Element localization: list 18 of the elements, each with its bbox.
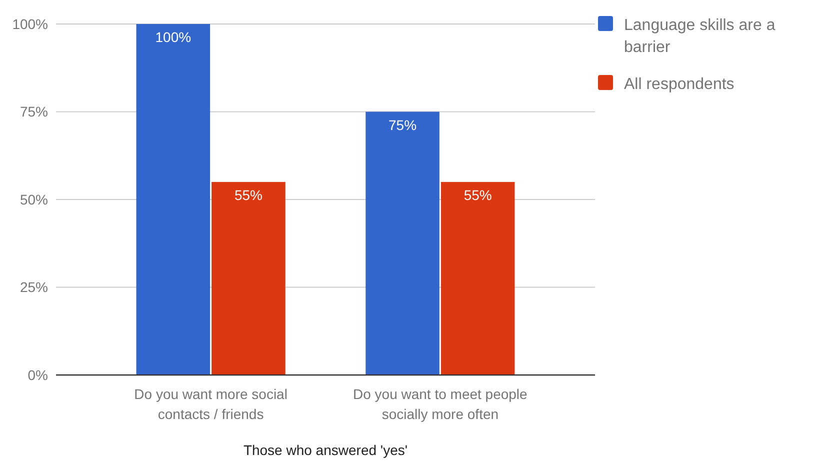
legend-label: All respondents <box>624 76 734 93</box>
bar <box>366 112 440 375</box>
legend-label: Language skills are a barrier <box>624 17 776 56</box>
x-tick-label: Do you want to meet people socially more often <box>353 386 528 422</box>
y-tick-label: 50% <box>20 191 48 208</box>
data-label: 75% <box>388 116 417 133</box>
bar <box>212 182 286 375</box>
bar <box>440 182 515 375</box>
data-label: 100% <box>155 29 192 45</box>
data-label: 55% <box>464 186 492 203</box>
y-tick-label: 75% <box>20 104 48 120</box>
data-label: 55% <box>234 186 262 203</box>
y-tick-label: 25% <box>20 279 48 296</box>
x-tick-label: Do you want more social contacts / friends <box>134 386 288 422</box>
x-axis-title: Those who answered 'yes' <box>243 442 408 458</box>
y-tick-label: 100% <box>12 16 48 32</box>
bar <box>136 24 210 375</box>
y-tick-label: 0% <box>28 366 48 383</box>
